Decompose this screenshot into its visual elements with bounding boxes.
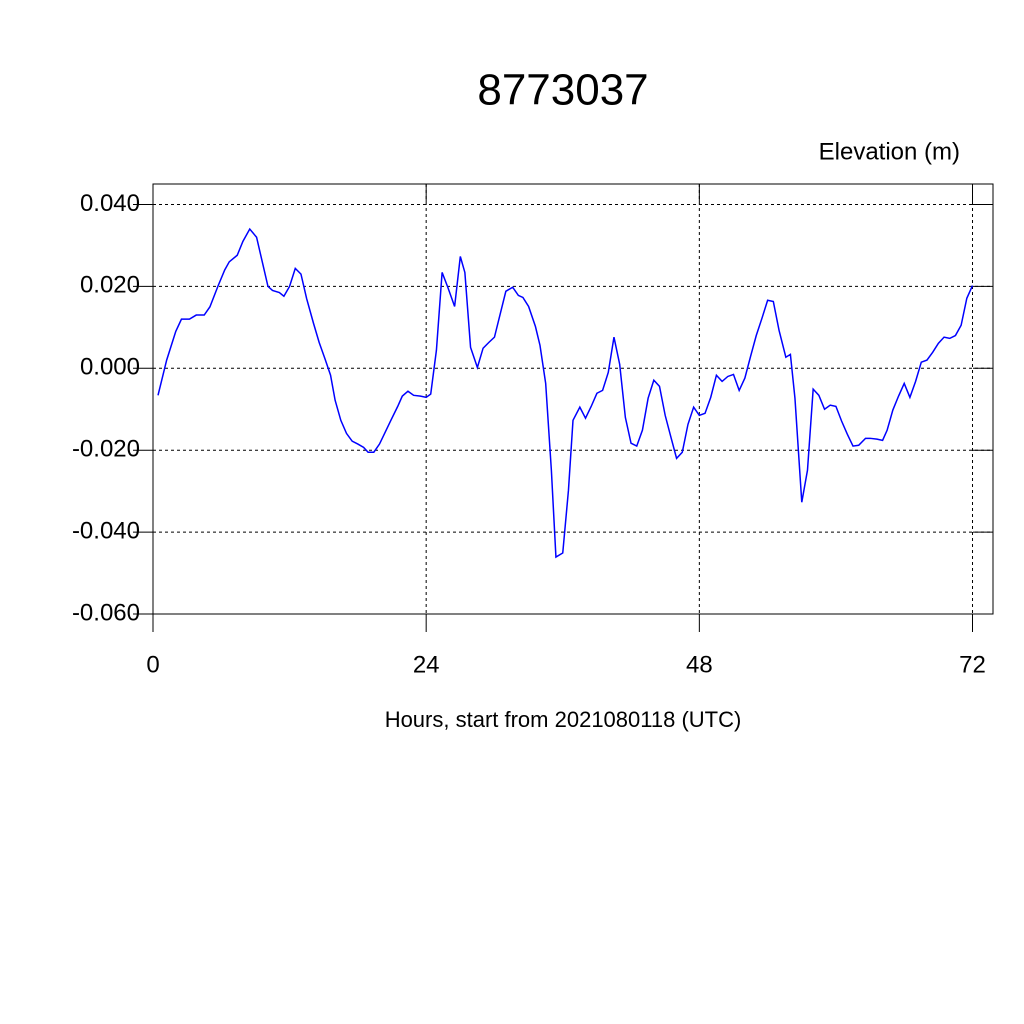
- x-tick-label: 72: [959, 651, 986, 678]
- plot-frame: [152, 183, 994, 615]
- x-tick-label: 24: [413, 651, 440, 678]
- y-tick-label: -0.060: [72, 599, 140, 626]
- y-tick-label: 0.040: [80, 190, 140, 217]
- y-tick-label: 0.020: [80, 272, 140, 299]
- y-tick-label: -0.020: [72, 436, 140, 463]
- chart-title: 8773037: [477, 66, 648, 115]
- x-tick-label: 48: [686, 651, 713, 678]
- chart-subtitle: Elevation (m): [819, 138, 960, 165]
- x-tick-label: 0: [146, 651, 159, 678]
- x-axis-label: Hours, start from 2021080118 (UTC): [385, 707, 742, 732]
- y-tick-label: -0.040: [72, 517, 140, 544]
- y-tick-label: 0.000: [80, 354, 140, 381]
- data-line: [157, 227, 974, 559]
